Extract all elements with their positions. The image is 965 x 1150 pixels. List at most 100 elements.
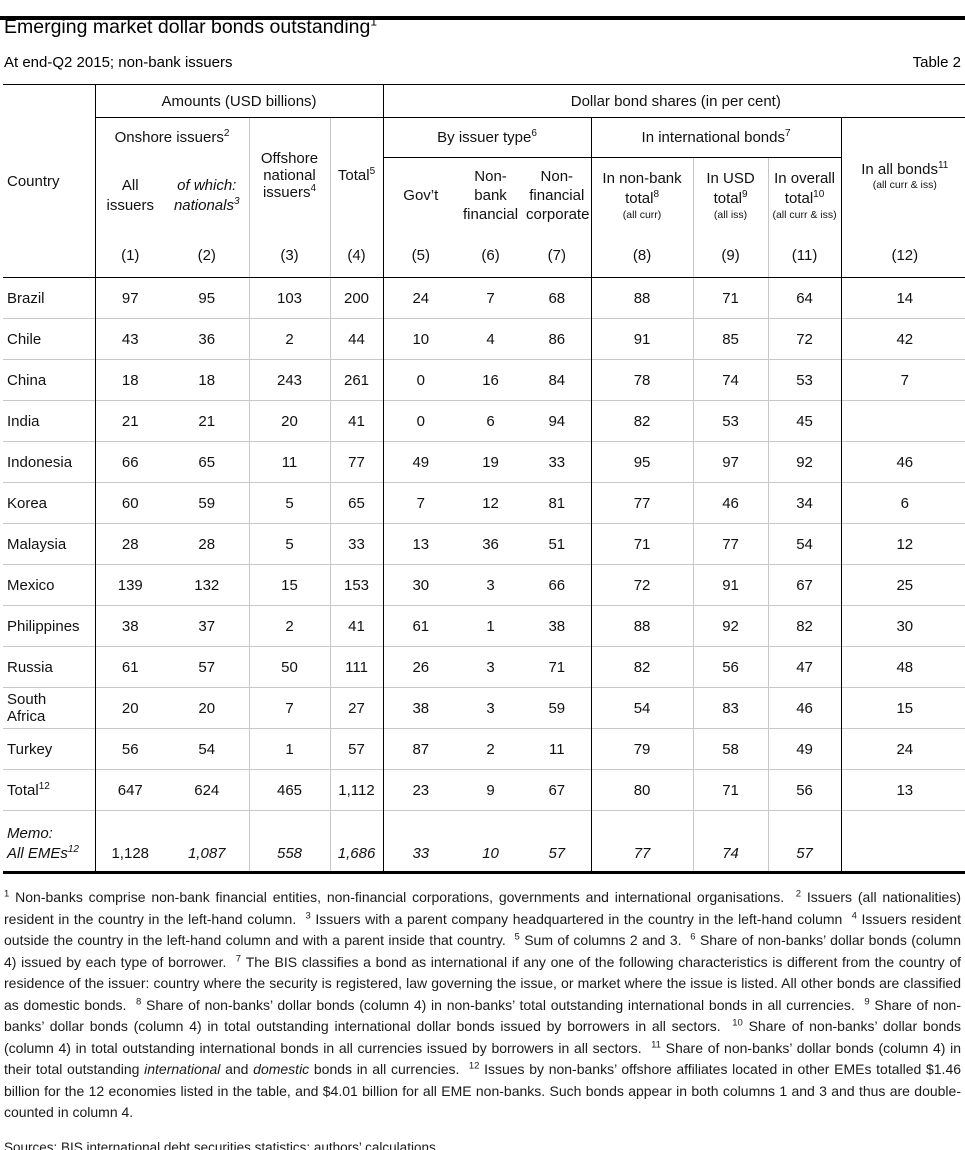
row-label: South Africa: [3, 687, 95, 729]
cell: 80: [590, 769, 694, 811]
cell: 37: [165, 605, 249, 647]
cell: 6: [458, 400, 524, 442]
cell: 33: [382, 810, 459, 874]
cell: 83: [692, 687, 769, 729]
cell: 54: [165, 728, 249, 770]
cell: 46: [692, 482, 769, 524]
cell: 66: [523, 564, 592, 606]
cell: 56: [767, 769, 842, 811]
cell: 61: [382, 605, 459, 647]
cell: 65: [165, 441, 249, 483]
cell: 91: [590, 318, 694, 360]
cell: 72: [767, 318, 842, 360]
cell: 1: [248, 728, 330, 770]
cell: 45: [767, 400, 842, 442]
cell: 465: [248, 769, 330, 811]
cell: 261: [329, 359, 384, 401]
cell: 28: [94, 523, 165, 565]
cell: 28: [165, 523, 249, 565]
cell: 16: [458, 359, 524, 401]
table-label: Table 2: [912, 54, 961, 71]
column-numbers-row: (1) (2) (3) (4) (5) (6) (7) (8) (9) (11)…: [3, 233, 965, 278]
table-row: South Africa 20 20 7 27 38 3 59 54 83 46 15: [3, 687, 965, 729]
cell: 58: [692, 728, 769, 770]
row-label: China: [3, 359, 95, 401]
cell: 14: [840, 277, 965, 319]
cell: 97: [94, 277, 165, 319]
cell: 49: [767, 728, 842, 770]
header-country: Country: [3, 84, 95, 278]
cell: 59: [523, 687, 592, 729]
cell: 71: [692, 277, 769, 319]
cell: 7: [486, 289, 495, 307]
header-col5: Gov’t: [382, 157, 459, 234]
cell: 77: [692, 523, 769, 565]
cell: 3: [458, 687, 524, 729]
header-col6: Non-bank financial: [463, 167, 519, 224]
cell: 21: [94, 400, 165, 442]
cell: 41: [329, 605, 384, 647]
header-intl-group: In international bonds7: [590, 117, 842, 158]
row-label: Philippines: [3, 605, 95, 647]
cell: 12: [840, 523, 965, 565]
bonds-table: Country Amounts (USD billions) Dollar bo…: [3, 84, 965, 874]
cell: 7: [248, 687, 330, 729]
cell: 68: [548, 289, 566, 307]
cell: 77: [329, 441, 384, 483]
cell: 21: [165, 400, 249, 442]
cell: 24: [382, 277, 459, 319]
cell: 95: [590, 441, 694, 483]
cell: 88: [590, 277, 694, 319]
cell: 30: [840, 605, 965, 647]
table-row: Malaysia 28 28 5 33 13 36 51 71 77 54 12: [3, 523, 965, 565]
cell: 558: [248, 810, 330, 874]
header-col7: Non-financial corporate: [526, 167, 590, 224]
cell: 153: [329, 564, 384, 606]
cell: 10: [382, 318, 459, 360]
cell: 1,686: [329, 810, 384, 874]
cell: 5: [248, 482, 330, 524]
cell: 34: [767, 482, 842, 524]
cell: 2: [248, 605, 330, 647]
page-subtitle: At end-Q2 2015; non-bank issuers: [4, 54, 233, 71]
row-label: Indonesia: [3, 441, 95, 483]
cell: 72: [590, 564, 694, 606]
row-label: Malaysia: [3, 523, 95, 565]
cell: 38: [94, 605, 165, 647]
cell: 74: [692, 810, 769, 874]
sources-line: Sources: BIS international debt securiti…: [4, 1139, 440, 1150]
cell: 1,087: [165, 810, 249, 874]
cell: 77: [590, 482, 694, 524]
row-label: Memo: All EMEs12: [3, 810, 95, 874]
cell: 41: [329, 400, 384, 442]
cell: 95: [198, 289, 216, 307]
cell: 10: [458, 810, 524, 874]
cell: 59: [165, 482, 249, 524]
cell: 13: [840, 769, 965, 811]
table-row: Turkey 56 54 1 57 87 2 11 79 58 49 24: [3, 728, 965, 770]
cell: 200: [329, 277, 384, 319]
row-label: Mexico: [3, 564, 95, 606]
cell: 51: [523, 523, 592, 565]
cell: 44: [329, 318, 384, 360]
cell: 13: [382, 523, 459, 565]
cell: 86: [523, 318, 592, 360]
cell: 78: [590, 359, 694, 401]
title-footnote-marker: 1: [370, 14, 378, 29]
cell: 9: [458, 769, 524, 811]
cell: 97: [692, 441, 769, 483]
top-rule: [0, 16, 965, 20]
cell: 50: [248, 646, 330, 688]
cell: 49: [382, 441, 459, 483]
table-row: Total12 647 624 465 1,112 23 9 67 80 71 56 13: [3, 769, 965, 811]
cell: 46: [840, 441, 965, 483]
header-col11: In overall total10 (all curr & iss): [767, 157, 842, 234]
cell: 103: [248, 277, 330, 319]
table-row: Philippines 38 37 2 41 61 1 38 88 92 82 30: [3, 605, 965, 647]
row-label: Turkey: [3, 728, 95, 770]
cell: 111: [329, 646, 384, 688]
cell: 74: [692, 359, 769, 401]
cell: 56: [692, 646, 769, 688]
header-col4: Total5: [329, 117, 384, 234]
cell: 65: [329, 482, 384, 524]
